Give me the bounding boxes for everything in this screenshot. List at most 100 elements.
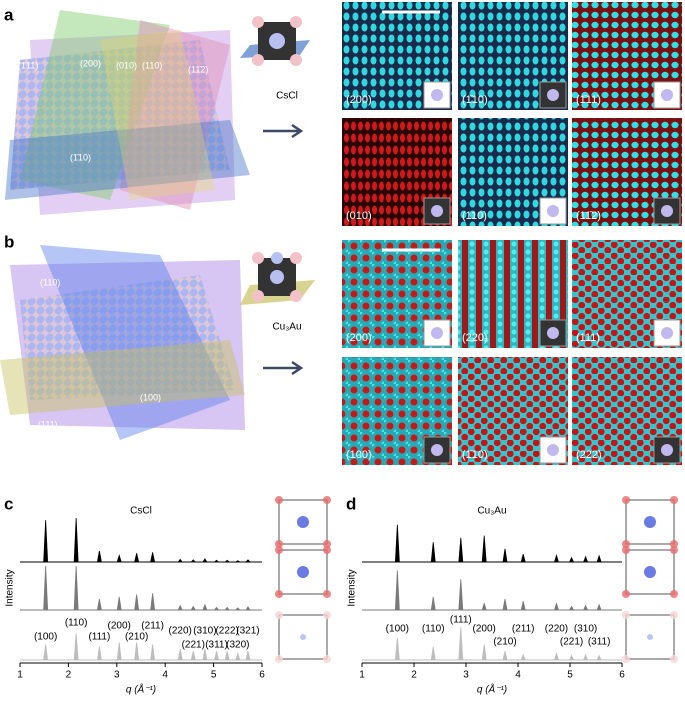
panel-letter: d bbox=[346, 494, 356, 513]
atom bbox=[670, 496, 678, 504]
atom bbox=[644, 566, 656, 578]
plane-label: (1̄10) bbox=[70, 152, 91, 162]
x-axis-label: q (Å⁻¹) bbox=[477, 683, 507, 696]
tile-label: (010) bbox=[346, 210, 372, 222]
peak bbox=[430, 596, 436, 611]
peak bbox=[224, 606, 230, 611]
peak bbox=[134, 642, 140, 661]
atom bbox=[323, 655, 331, 663]
peak bbox=[394, 570, 400, 611]
peak-label: (210) bbox=[125, 632, 148, 643]
plane-label: (111) bbox=[38, 419, 58, 429]
peak bbox=[520, 653, 526, 661]
peak bbox=[116, 554, 122, 563]
peak bbox=[202, 558, 208, 563]
peak bbox=[394, 637, 400, 661]
material-label: CsCl bbox=[276, 91, 298, 102]
peak bbox=[481, 644, 487, 661]
peak bbox=[177, 558, 183, 563]
peak bbox=[596, 603, 602, 611]
peak bbox=[73, 565, 79, 611]
peak bbox=[235, 607, 241, 611]
peak-label: (200) bbox=[108, 621, 131, 632]
plane-label: (010) bbox=[116, 60, 137, 70]
peak bbox=[520, 601, 526, 611]
inset-atom bbox=[431, 444, 443, 456]
peak bbox=[43, 644, 49, 661]
atom bbox=[622, 546, 630, 554]
peak bbox=[502, 598, 508, 611]
peak bbox=[96, 550, 102, 563]
x-tick-label: 1 bbox=[17, 670, 23, 681]
peak bbox=[202, 648, 208, 661]
peak bbox=[190, 605, 196, 611]
atom bbox=[670, 655, 678, 663]
peak bbox=[569, 654, 574, 661]
atom bbox=[647, 634, 653, 640]
peak bbox=[583, 653, 588, 661]
peak bbox=[235, 652, 241, 661]
atom bbox=[323, 540, 331, 548]
inset-atom bbox=[547, 444, 559, 456]
peak bbox=[43, 520, 49, 563]
peak bbox=[596, 554, 602, 563]
tile-label: (220) bbox=[462, 332, 488, 344]
atom bbox=[297, 516, 309, 528]
atom bbox=[670, 611, 678, 619]
peak bbox=[235, 560, 241, 563]
panel-letter: c bbox=[4, 494, 13, 513]
peak bbox=[520, 553, 526, 563]
peak bbox=[150, 644, 156, 661]
atom bbox=[275, 496, 283, 504]
unit-cell bbox=[625, 549, 675, 595]
peak bbox=[502, 548, 508, 563]
peak-label: (310) bbox=[193, 626, 216, 637]
atom bbox=[300, 634, 306, 640]
peak-label: (211) bbox=[512, 624, 535, 635]
illustration-a bbox=[5, 10, 250, 215]
inset bbox=[539, 197, 567, 225]
icon-cscl bbox=[240, 16, 310, 66]
atom bbox=[275, 540, 283, 548]
peak bbox=[569, 605, 574, 611]
peak-label: (320) bbox=[226, 640, 249, 651]
atom bbox=[297, 566, 309, 578]
peak bbox=[214, 559, 219, 563]
peak-label: (220) bbox=[169, 626, 192, 637]
peak bbox=[596, 654, 602, 661]
chart-title: CsCl bbox=[130, 506, 152, 517]
illustration-b bbox=[0, 245, 245, 440]
peak bbox=[43, 565, 49, 611]
peak bbox=[96, 598, 102, 611]
peak bbox=[502, 651, 508, 661]
peak bbox=[458, 626, 464, 661]
peak bbox=[569, 556, 574, 563]
peak bbox=[554, 554, 559, 563]
panel-letter: a bbox=[4, 5, 14, 24]
arrow bbox=[263, 360, 304, 376]
peak bbox=[214, 606, 219, 611]
peak-label: (221) bbox=[182, 640, 205, 651]
inset-atom bbox=[431, 327, 443, 339]
tile-label: (111) bbox=[576, 332, 600, 344]
unit-cell bbox=[278, 499, 328, 545]
inset-atom bbox=[547, 205, 559, 217]
peak bbox=[554, 602, 559, 611]
x-tick-label: 6 bbox=[259, 670, 265, 681]
peak bbox=[177, 648, 183, 661]
x-tick-label: 2 bbox=[66, 670, 72, 681]
tile-label: (1̄10) bbox=[462, 449, 488, 461]
inset-atom bbox=[431, 89, 443, 101]
unit-cell bbox=[278, 614, 328, 660]
tile-label: (110) bbox=[462, 210, 487, 222]
tile-label: (1̄10) bbox=[462, 94, 488, 106]
arrow bbox=[263, 123, 304, 139]
peak bbox=[116, 642, 122, 661]
atom bbox=[323, 590, 331, 598]
peak-label: (210) bbox=[493, 637, 516, 648]
atom bbox=[323, 496, 331, 504]
peak-label: (321) bbox=[236, 626, 259, 637]
peak-label: (220) bbox=[545, 624, 568, 635]
peak bbox=[583, 555, 588, 563]
inset-atom bbox=[661, 444, 673, 456]
